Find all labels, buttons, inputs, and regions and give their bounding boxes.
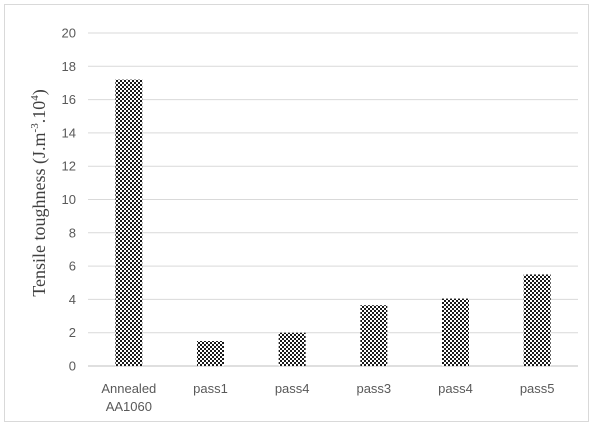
y-tick-label: 16 <box>62 92 76 107</box>
y-tick-label: 4 <box>69 292 76 307</box>
bar <box>197 341 224 366</box>
gridlines <box>88 32 578 367</box>
y-tick-label: 18 <box>62 59 76 74</box>
y-tick-label: 6 <box>69 259 76 274</box>
x-category-label: pass3 <box>356 381 391 396</box>
y-axis-label: Tensile toughness (J.m-3.104) <box>29 89 50 296</box>
y-tick-label: 8 <box>69 225 76 240</box>
bar <box>360 305 388 366</box>
y-tick-label: 14 <box>62 125 76 140</box>
y-tick-labels: 0 2 4 6 8 10 12 14 16 18 20 <box>62 26 76 374</box>
x-category-label: pass1 <box>193 381 228 396</box>
x-category-label: pass5 <box>520 381 555 396</box>
x-category-label: pass4 <box>438 381 473 396</box>
bar <box>523 274 551 366</box>
y-tick-label: 12 <box>62 159 76 174</box>
y-tick-label: 0 <box>69 359 76 374</box>
y-tick-label: 10 <box>62 192 76 207</box>
bar <box>278 332 306 366</box>
bars <box>115 79 551 367</box>
bar <box>115 79 143 367</box>
y-tick-label: 20 <box>62 26 76 41</box>
x-category-labels: Annealed AA1060 pass1 pass4 pass3 pass4 pass5 <box>101 381 554 414</box>
y-tick-label: 2 <box>69 325 76 340</box>
bar <box>442 298 469 366</box>
x-category-label: pass4 <box>275 381 310 396</box>
x-category-label: Annealed AA1060 <box>101 381 156 414</box>
